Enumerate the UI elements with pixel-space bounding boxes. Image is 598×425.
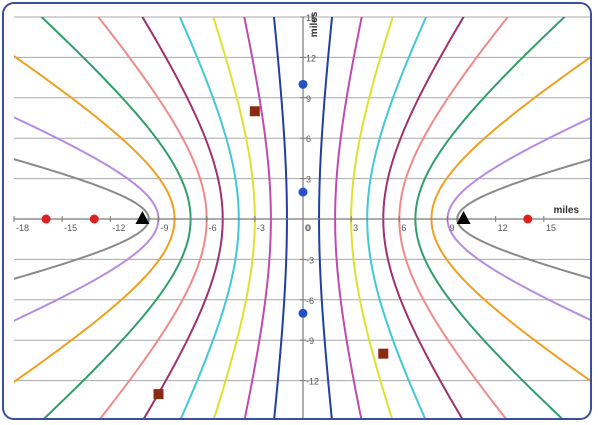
hyperbola-branch [14,158,150,280]
blue-circle-marker [298,308,308,318]
y-axis-label: miles [309,11,320,37]
square-marker [378,348,389,359]
blue-circle-marker [298,187,308,197]
y-tick-label: -12 [306,377,319,387]
y-tick-label: 15 [306,13,316,23]
hyperbola-branch [212,17,256,418]
y-tick-label: -3 [306,255,314,265]
hyperbola-branch [334,17,363,418]
x-tick-label: 6 [401,223,406,233]
square-marker [249,106,260,117]
x-tick-label: -18 [16,223,29,233]
hyperbola-branch [14,54,176,384]
y-tick-label: 9 [306,94,311,104]
tick-labels: -18-15-12-9-6-3036912151-15-12-9-6-33691… [16,13,556,420]
y-tick-label: 0 [306,223,311,233]
hyperbola-branch [350,17,394,418]
y-tick-label: -15 [306,417,319,420]
y-tick-label: -6 [306,296,314,306]
x-axis-label: miles [553,205,579,216]
x-tick-label: -12 [112,223,125,233]
x-tick-label: -9 [161,223,169,233]
x-tick-label: 3 [353,223,358,233]
blue-circle-marker [298,79,308,89]
x-tick-label: 9 [450,223,455,233]
x-tick-label: 0 [305,223,310,233]
triangle-marker [135,211,150,224]
hyperbola-branch [243,17,272,418]
chart-frame: -18-15-12-9-6-3036912151-15-12-9-6-33691… [2,2,592,420]
markers [41,79,533,400]
red-circle-marker [41,214,51,224]
x-tick-label: 15 [546,223,556,233]
hyperbola-branch [318,17,334,418]
hyperbola-branch [40,17,192,418]
y-tick-label: 3 [306,175,311,185]
axes [13,16,590,418]
x-tick-label: -6 [209,223,217,233]
red-circle-marker [89,214,99,224]
y-tick-label: 12 [306,53,316,63]
hyperbola-chart: -18-15-12-9-6-3036912151-15-12-9-6-33691… [13,11,590,420]
hyperbola-branch [382,17,465,418]
triangle-marker [456,211,471,224]
hyperbola-branch [272,17,288,418]
x-tick-label: 12 [498,223,508,233]
hyperbola-branch [141,17,224,418]
y-tick-label: 6 [306,134,311,144]
hyperbola-curves [14,17,590,418]
y-tick-label: -9 [306,336,314,346]
red-circle-marker [523,214,533,224]
square-marker [153,389,164,400]
x-tick-label: -15 [64,223,77,233]
x-tick-label: -3 [257,223,265,233]
